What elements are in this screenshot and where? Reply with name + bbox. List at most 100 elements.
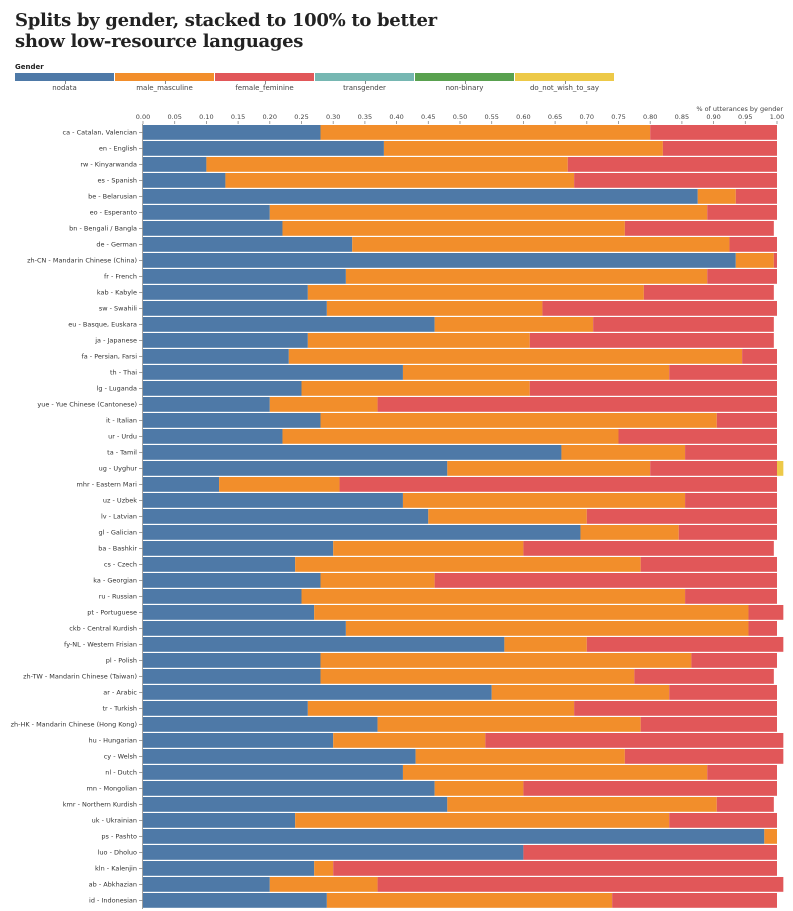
x-tick-label: 0.65 [548, 113, 562, 121]
bar-segment-female_feminine [542, 301, 777, 316]
bar-segment-nodata [143, 429, 283, 444]
bar-segment-male_masculine [447, 461, 651, 476]
y-tick-label: es - Spanish [97, 177, 137, 185]
bar-segment-female_feminine [735, 189, 777, 204]
bar-segment-nodata [143, 573, 321, 588]
bar-segment-nodata [143, 781, 435, 796]
y-tick-label: ab - Abkhazian [89, 881, 137, 889]
x-tick-label: 1.00 [770, 113, 784, 121]
y-tick-label: pl - Polish [106, 657, 137, 665]
legend-swatch [415, 73, 514, 81]
bar-segment-nodata [143, 589, 302, 604]
bar-segment-male_masculine [269, 397, 378, 412]
legend-label: female_feminine [235, 84, 294, 92]
bar-segment-male_masculine [206, 157, 568, 172]
bar-segment-female_feminine [586, 637, 784, 652]
y-tick-label: kab - Kabyle [97, 289, 137, 297]
bar-segment-nodata [143, 397, 270, 412]
x-tick-label: 0.80 [643, 113, 657, 121]
y-tick-label: ur - Urdu [108, 433, 137, 441]
bar-segment-nodata [143, 477, 220, 492]
y-tick-label: fa - Persian, Farsi [81, 353, 137, 361]
bar-segment-male_masculine [415, 749, 625, 764]
x-axis: 0.00 0.05 0.10 0.15 0.20 0.25 0.30 0.35 0.40 0.45… [136, 113, 784, 124]
x-tick-label: 0.00 [136, 113, 150, 121]
x-tick-label: 0.75 [611, 113, 625, 121]
bar-segment-female_feminine [685, 493, 777, 508]
bar-segment-male_masculine [282, 429, 619, 444]
bar-segment-female_feminine [678, 525, 777, 540]
bar-segment-female_feminine [691, 653, 777, 668]
bar-segment-male_masculine [307, 285, 644, 300]
bar-segment-female_feminine [624, 749, 784, 764]
y-tick-label: ru - Russian [99, 593, 137, 601]
y-tick-label: ar - Arabic [103, 689, 137, 697]
bar-segment-female_feminine [662, 141, 777, 156]
bar-segment-female_feminine [716, 413, 777, 428]
legend-tick [464, 81, 466, 84]
bar-segment-female_feminine [523, 541, 774, 556]
legend-swatch [15, 73, 114, 81]
x-tick-label: 0.35 [358, 113, 372, 121]
bar-segment-female_feminine [729, 237, 777, 252]
legend-item-nodata: nodata [15, 73, 114, 92]
bar-segment-male_masculine [697, 189, 736, 204]
bar-segment-nodata [143, 557, 296, 572]
bar-segment-nodata [143, 525, 581, 540]
bar-segment-female_feminine [742, 349, 777, 364]
bar-segment-male_masculine [295, 557, 641, 572]
y-tick-label: kln - Kalenjin [95, 865, 137, 873]
bar-segment-male_masculine [320, 573, 435, 588]
bar-segment-female_feminine [485, 733, 784, 748]
bar-segment-male_masculine [282, 221, 625, 236]
bar-segment-nodata [143, 141, 384, 156]
legend-item-transgender: transgender [315, 73, 414, 92]
bar-segment-male_masculine [491, 685, 670, 700]
bar-segment-female_feminine [643, 285, 774, 300]
bar-segment-nodata [143, 205, 270, 220]
y-tick-label: hu - Hungarian [88, 737, 137, 745]
legend: nodata male_masculine female_feminine trans… [15, 73, 615, 92]
bar-segment-female_feminine [523, 845, 777, 860]
y-tick-label: be - Belarusian [88, 193, 137, 201]
bar-segment-nodata [143, 365, 403, 380]
y-tick-label: ca - Catalan, Valencian [63, 129, 137, 137]
y-tick-label: th - Thai [110, 369, 137, 377]
y-tick-label: eo - Esperanto [90, 209, 137, 217]
bar-segment-male_masculine [320, 669, 635, 684]
bar-segment-male_masculine [301, 589, 686, 604]
legend-item-non-binary: non-binary [415, 73, 514, 92]
bar-segment-female_feminine [529, 333, 774, 348]
x-tick-label: 0.20 [263, 113, 277, 121]
bar-segment-nodata [143, 461, 448, 476]
bar-segment-male_masculine [288, 349, 743, 364]
bar-segment-nodata [143, 125, 321, 140]
x-tick-label: 0.70 [580, 113, 594, 121]
bar-segment-nodata [143, 317, 435, 332]
bar-segment-male_masculine [295, 813, 670, 828]
bar-segment-female_feminine [339, 477, 777, 492]
bar-segment-male_masculine [402, 765, 708, 780]
bar-segment-male_masculine [402, 493, 686, 508]
bar-segment-nodata [143, 877, 270, 892]
x-tick-label: 0.05 [167, 113, 181, 121]
bar-segment-male_masculine [434, 317, 594, 332]
bar-segment-female_feminine [618, 429, 777, 444]
bar-segment-female_feminine [669, 813, 777, 828]
bar-segment-nodata [143, 669, 321, 684]
bar-segment-nodata [143, 333, 308, 348]
bar-segment-female_feminine [640, 717, 777, 732]
legend-tick [164, 81, 166, 84]
bar-segment-male_masculine [301, 381, 530, 396]
x-tick-label: 0.60 [516, 113, 530, 121]
y-tick-label: lv - Latvian [101, 513, 137, 521]
bar-segment-female_feminine [748, 605, 784, 620]
bar-segment-male_masculine [225, 173, 575, 188]
y-tick-label: cs - Czech [104, 561, 137, 569]
bar-segment-male_masculine [504, 637, 587, 652]
bar-segment-male_masculine [345, 269, 708, 284]
bar-segment-nodata [143, 701, 308, 716]
bar-segment-nodata [143, 237, 353, 252]
bar-segment-nodata [143, 621, 346, 636]
bar-segment-female_feminine [650, 461, 777, 476]
